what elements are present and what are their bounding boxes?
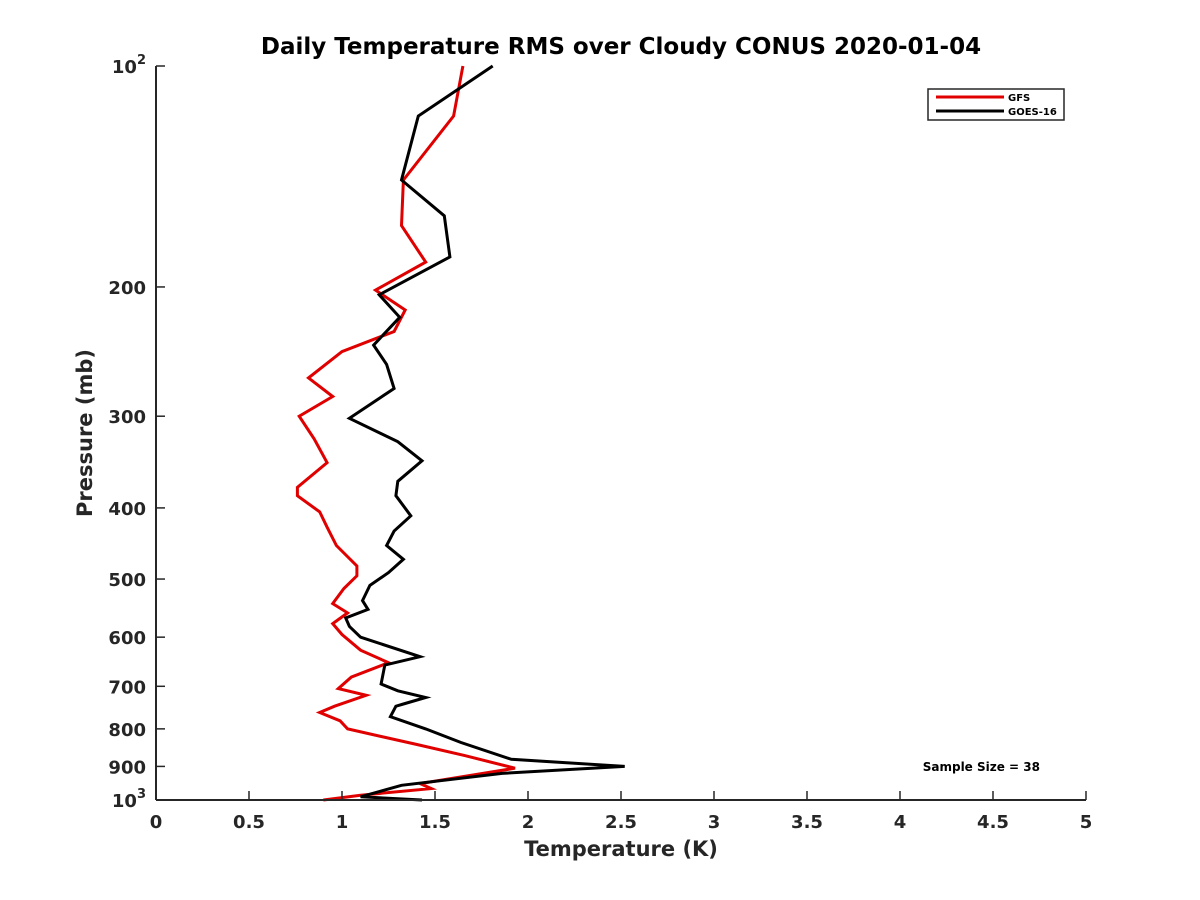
x-tick-label: 1 <box>336 812 349 833</box>
x-tick-label: 4.5 <box>977 812 1009 833</box>
legend-label-gfs: GFS <box>1008 93 1030 104</box>
y-tick-label: 300 <box>108 407 146 428</box>
y-tick-label: 400 <box>108 499 146 520</box>
y-tick-label: 102 <box>112 53 146 78</box>
y-tick-label: 800 <box>108 720 146 741</box>
x-tick-label: 2.5 <box>605 812 637 833</box>
y-tick-label: 200 <box>108 278 146 299</box>
x-tick-label: 4 <box>894 812 907 833</box>
y-ticks: 102 200 300 400 500 600 700 800 900 103 <box>108 53 165 812</box>
y-tick-label: 700 <box>108 677 146 698</box>
x-tick-label: 3 <box>708 812 721 833</box>
series-layer <box>295 64 625 802</box>
y-tick-label: 500 <box>108 570 146 591</box>
y-tick-label: 600 <box>108 628 146 649</box>
y-tick-label: 900 <box>108 757 146 778</box>
x-tick-label: 2 <box>522 812 535 833</box>
x-tick-label: 0 <box>150 812 163 833</box>
series-line-gfs <box>295 65 516 802</box>
legend: GFS GOES-16 <box>927 88 1065 121</box>
legend-label-goes16: GOES-16 <box>1008 107 1057 118</box>
legend-box <box>927 88 1065 121</box>
series-line-goes16 <box>343 64 625 802</box>
x-tick-label: 3.5 <box>791 812 823 833</box>
x-ticks: 0 0.5 1 1.5 2 2.5 3 3.5 4 4.5 5 <box>150 791 1093 833</box>
chart-title: Daily Temperature RMS over Cloudy CONUS … <box>261 34 981 60</box>
x-tick-label: 1.5 <box>419 812 451 833</box>
y-tick-label: 103 <box>112 787 146 812</box>
y-axis-label: Pressure (mb) <box>73 349 97 517</box>
x-axis-label: Temperature (K) <box>524 837 718 861</box>
x-tick-label: 5 <box>1080 812 1093 833</box>
x-tick-label: 0.5 <box>233 812 265 833</box>
sample-size-annotation: Sample Size = 38 <box>923 760 1040 774</box>
